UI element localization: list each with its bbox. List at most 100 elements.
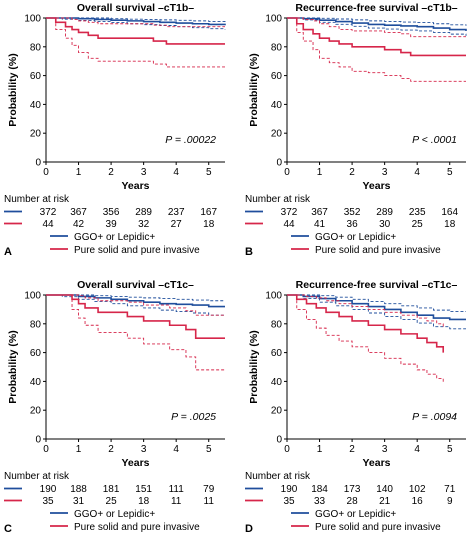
risk-count: 44 [283, 219, 295, 230]
y-tick-label: 60 [271, 71, 283, 82]
y-axis-label: Probability (%) [7, 330, 19, 404]
survival-curve-pure-solid [287, 294, 445, 353]
y-tick-label: 0 [276, 435, 282, 446]
x-tick-label: 4 [414, 444, 420, 455]
x-axis-label: Years [362, 180, 390, 192]
x-tick-label: 2 [349, 167, 355, 178]
y-axis-label: Probability (%) [248, 330, 260, 404]
risk-count: 188 [70, 484, 87, 495]
risk-count: 44 [42, 219, 54, 230]
risk-count: 235 [409, 207, 426, 218]
legend-label-solid: Pure solid and pure invasive [315, 522, 441, 533]
x-tick-label: 2 [108, 167, 114, 178]
x-tick-label: 1 [76, 167, 82, 178]
ci-lower-pure-solid [46, 17, 225, 68]
panel-b: Recurrence-free survival –cT1b–020406080… [245, 2, 467, 258]
x-tick-label: 4 [173, 167, 179, 178]
p-value-label: P = .00022 [165, 134, 216, 146]
risk-count: 30 [379, 219, 391, 230]
risk-count: 237 [168, 207, 185, 218]
x-tick-label: 0 [43, 444, 49, 455]
risk-count: 33 [314, 496, 326, 507]
risk-table-heading: Number at risk [4, 471, 70, 482]
risk-count: 25 [106, 496, 118, 507]
y-tick-label: 100 [24, 14, 41, 25]
chart-title: Overall survival –cT1c– [77, 279, 194, 291]
x-tick-label: 4 [173, 444, 179, 455]
survival-curve-ggo-lepidic [46, 294, 225, 308]
panel-letter: A [4, 246, 12, 258]
x-tick-label: 1 [317, 167, 323, 178]
ci-lower-ggo-lepidic [46, 17, 226, 30]
y-tick-label: 100 [265, 14, 282, 25]
risk-count: 190 [40, 484, 57, 495]
risk-count: 289 [376, 207, 393, 218]
risk-count: 111 [169, 484, 185, 495]
risk-count: 140 [376, 484, 393, 495]
risk-count: 32 [138, 219, 150, 230]
risk-count: 31 [73, 496, 85, 507]
y-tick-label: 80 [30, 319, 42, 330]
ci-lower-pure-solid [46, 294, 225, 371]
risk-count: 352 [344, 207, 361, 218]
risk-count: 39 [106, 219, 118, 230]
x-tick-label: 0 [284, 167, 290, 178]
x-tick-label: 5 [447, 444, 453, 455]
y-tick-label: 40 [271, 100, 283, 111]
y-tick-label: 60 [30, 348, 42, 359]
x-tick-label: 2 [108, 444, 114, 455]
risk-count: 11 [171, 496, 182, 507]
y-tick-label: 20 [271, 129, 283, 140]
risk-count: 181 [103, 484, 120, 495]
risk-count: 18 [444, 219, 456, 230]
risk-count: 25 [412, 219, 424, 230]
risk-count: 167 [200, 207, 217, 218]
ci-lower-pure-solid [287, 17, 466, 82]
legend-label-solid: Pure solid and pure invasive [315, 245, 441, 256]
x-axis-label: Years [362, 457, 390, 469]
ci-upper-ggo-lepidic [46, 17, 226, 23]
x-tick-label: 5 [447, 167, 453, 178]
ci-upper-ggo-lepidic [287, 17, 467, 26]
risk-count: 71 [444, 484, 456, 495]
x-tick-label: 0 [284, 444, 290, 455]
y-tick-label: 80 [271, 42, 283, 53]
risk-count: 11 [204, 496, 215, 507]
risk-count: 367 [311, 207, 328, 218]
risk-count: 27 [171, 219, 183, 230]
ci-upper-pure-solid [46, 17, 225, 28]
risk-count: 42 [73, 219, 85, 230]
x-tick-label: 3 [382, 167, 388, 178]
risk-count: 372 [40, 207, 57, 218]
risk-count: 372 [281, 207, 298, 218]
p-value-label: P < .0001 [412, 134, 457, 146]
panel-letter: B [245, 246, 253, 258]
y-tick-label: 0 [35, 158, 41, 169]
y-tick-label: 80 [271, 319, 283, 330]
risk-count: 18 [203, 219, 215, 230]
x-tick-label: 2 [349, 444, 355, 455]
y-tick-label: 60 [271, 348, 283, 359]
risk-count: 18 [138, 496, 150, 507]
ci-upper-pure-solid [46, 294, 225, 316]
y-tick-label: 100 [24, 291, 41, 302]
risk-count: 16 [412, 496, 424, 507]
x-axis-label: Years [121, 457, 149, 469]
risk-count: 35 [42, 496, 54, 507]
risk-count: 21 [379, 496, 391, 507]
risk-count: 190 [281, 484, 298, 495]
legend-label-ggo: GGO+ or Lepidic+ [74, 232, 155, 243]
x-tick-label: 3 [141, 444, 147, 455]
risk-count: 151 [135, 484, 152, 495]
legend-label-ggo: GGO+ or Lepidic+ [315, 509, 396, 520]
x-tick-label: 4 [414, 167, 420, 178]
x-tick-label: 5 [206, 167, 212, 178]
risk-count: 173 [344, 484, 361, 495]
survival-curve-pure-solid [46, 294, 225, 339]
x-tick-label: 0 [43, 167, 49, 178]
p-value-label: P = .0094 [412, 411, 457, 423]
panel-a: Overall survival –cT1b– 0 20 40 60 80 100 0 1 2 3 4… [4, 2, 226, 258]
panel-c: Overall survival –cT1c– 0 20 40 60 80 100 0 1 2 3 4… [4, 279, 225, 535]
risk-count: 289 [135, 207, 152, 218]
